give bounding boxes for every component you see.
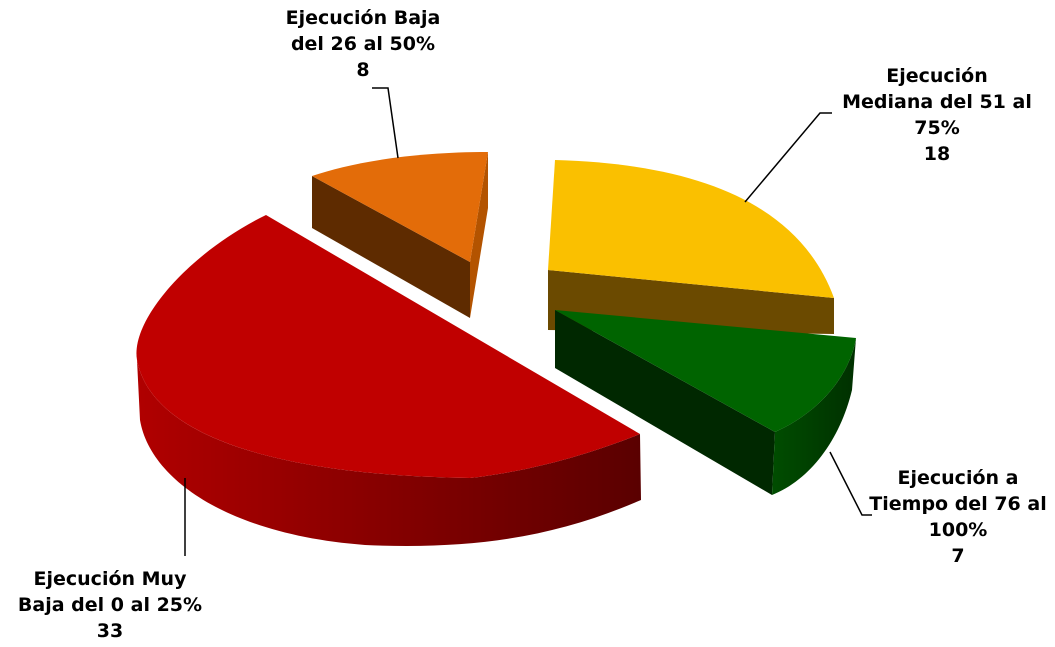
- label-tiempo-line: Tiempo del 76 al: [869, 493, 1046, 515]
- label-mediana: Ejecución Mediana del 51 al 75% 18: [842, 65, 1032, 165]
- slice-mediana-top: [548, 160, 834, 298]
- label-tiempo-line: Ejecución a: [898, 467, 1019, 489]
- label-muy-baja-line: Ejecución Muy: [34, 568, 188, 590]
- label-muy-baja-line: Baja del 0 al 25%: [18, 594, 202, 616]
- label-baja: Ejecución Baja del 26 al 50% 8: [286, 7, 441, 81]
- label-tiempo-value: 7: [951, 545, 964, 567]
- label-tiempo: Ejecución a Tiempo del 76 al 100% 7: [869, 467, 1046, 567]
- leader-line-tiempo: [829, 451, 872, 516]
- label-mediana-value: 18: [924, 143, 950, 165]
- label-baja-value: 8: [356, 59, 369, 81]
- label-mediana-line: Ejecución: [886, 65, 988, 87]
- label-baja-line: del 26 al 50%: [291, 33, 435, 55]
- label-mediana-line: Mediana del 51 al: [842, 91, 1032, 113]
- slice-muy-baja-side: [137, 360, 641, 546]
- label-muy-baja: Ejecución Muy Baja del 0 al 25% 33: [18, 568, 202, 642]
- pie-slice-muy-baja: [136, 215, 641, 546]
- label-baja-line: Ejecución Baja: [286, 7, 441, 29]
- label-muy-baja-value: 33: [97, 620, 123, 642]
- slice-baja-side: [312, 176, 470, 318]
- pie-slice-baja: [312, 152, 488, 318]
- pie-slice-mediana: [548, 160, 834, 334]
- slice-tiempo-side-left: [555, 310, 775, 495]
- slice-muy-baja-top: [136, 215, 640, 478]
- slice-baja-side-right: [470, 152, 488, 318]
- leader-line-mediana: [744, 112, 832, 203]
- slice-baja-top: [312, 152, 488, 262]
- slice-tiempo-top: [555, 310, 856, 432]
- leader-line-baja: [372, 87, 399, 159]
- label-mediana-line: 75%: [914, 117, 959, 139]
- pie-slice-tiempo: [555, 310, 856, 495]
- slice-tiempo-side: [772, 338, 856, 495]
- label-tiempo-line: 100%: [929, 519, 988, 541]
